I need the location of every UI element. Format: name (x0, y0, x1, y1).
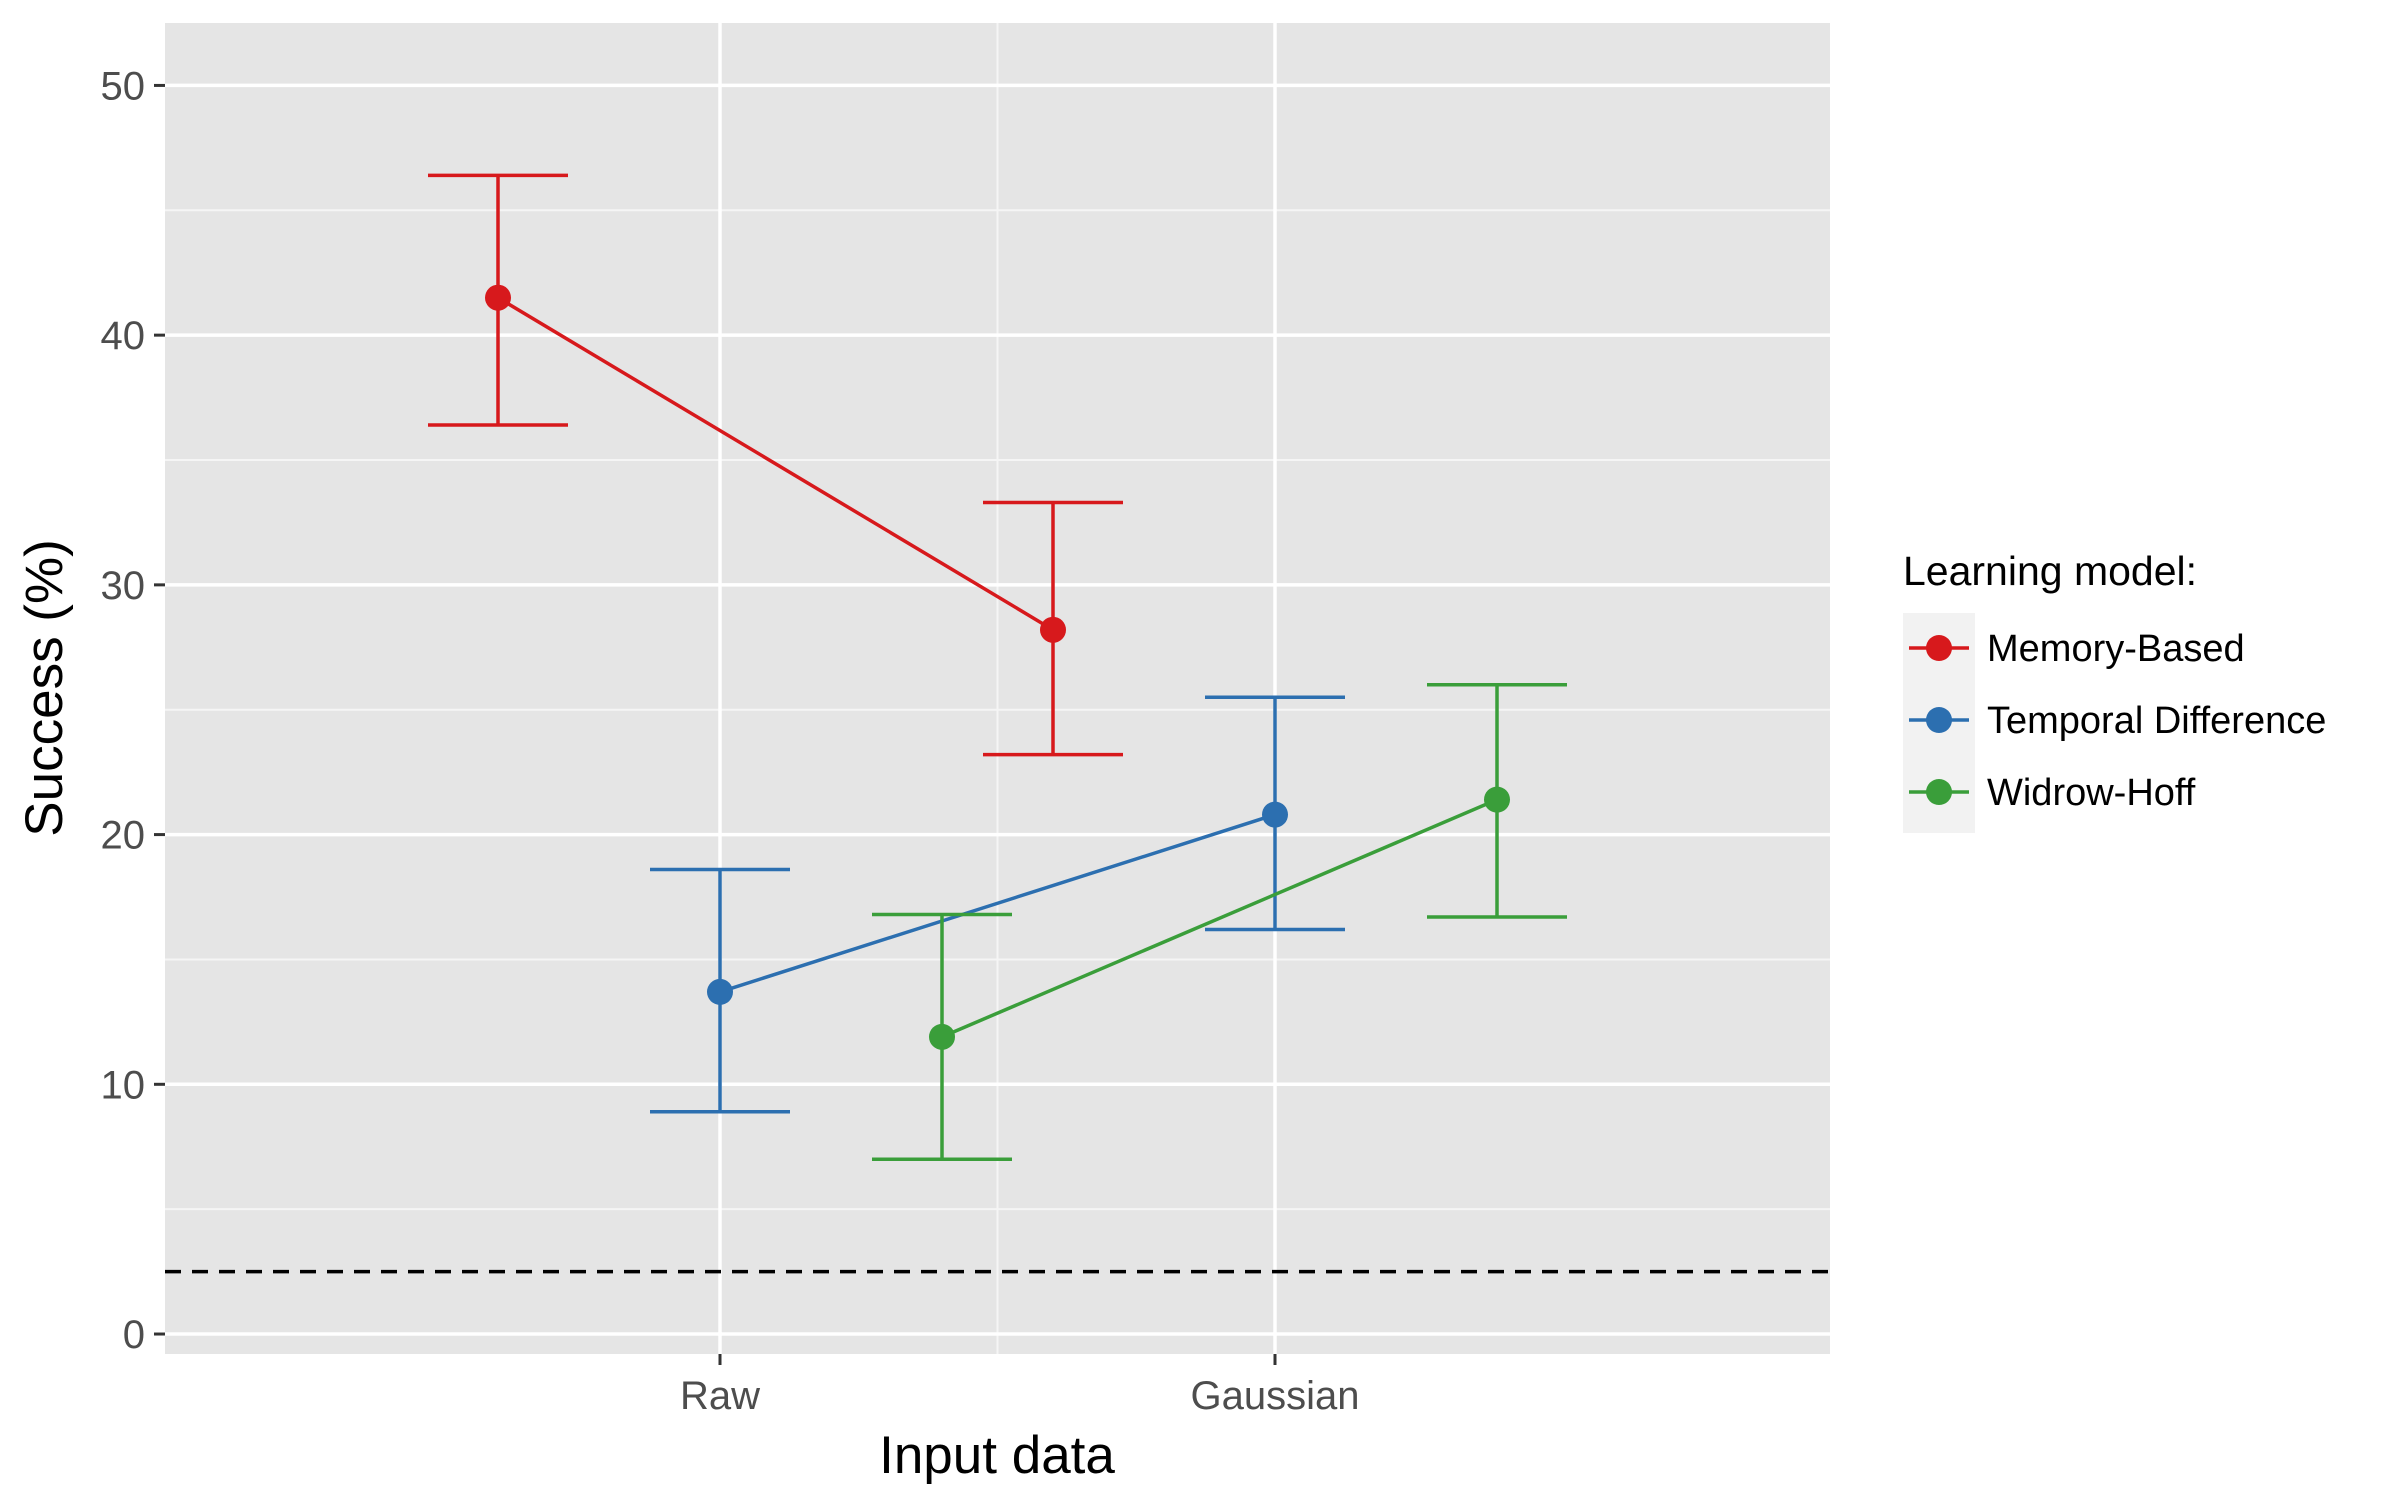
series-temporal-difference (650, 695, 1345, 1114)
grid-layer (165, 23, 1830, 1354)
legend-title: Learning model: (1903, 548, 2197, 594)
legend-key-point (1926, 779, 1952, 805)
legend-label: Temporal Difference (1987, 700, 2326, 742)
data-point (707, 978, 733, 1005)
x-tick-label: Raw (680, 1374, 760, 1418)
legend-item: Temporal Difference (1909, 700, 2326, 742)
data-point (1040, 616, 1066, 643)
y-tick-label: 40 (101, 314, 146, 358)
legend-key-point (1926, 707, 1952, 733)
y-tick-label: 10 (101, 1063, 146, 1107)
series-layer (428, 173, 1567, 1161)
axis-layer: 0 10 20 30 40 50 Raw Gaussian (101, 64, 1360, 1418)
legend-label: Widrow-Hoff (1987, 772, 2196, 814)
data-point (929, 1023, 955, 1050)
legend-key-point (1926, 635, 1952, 661)
legend-item: Widrow-Hoff (1909, 772, 2196, 814)
x-tick-label: Gaussian (1191, 1374, 1360, 1418)
y-tick-label: 50 (101, 64, 146, 108)
series-widrow-hoff (872, 683, 1567, 1161)
series-line (497, 296, 1054, 632)
data-point (1262, 801, 1288, 828)
series-line (941, 798, 1498, 1039)
legend: Learning model: Memory-Based Temporal Dif… (1903, 548, 2326, 833)
series-line (719, 812, 1276, 994)
y-axis-title: Success (%) (15, 539, 74, 836)
data-point (485, 284, 511, 311)
y-tick-label: 0 (123, 1313, 145, 1357)
data-point (1484, 786, 1510, 813)
legend-label: Memory-Based (1987, 628, 2245, 670)
x-axis-title: Input data (879, 1426, 1115, 1485)
y-tick-label: 30 (101, 564, 146, 608)
series-memory-based (428, 173, 1123, 757)
legend-items: Memory-Based Temporal Difference Widrow-Ho… (1909, 628, 2326, 814)
y-tick-label: 20 (101, 814, 146, 858)
legend-item: Memory-Based (1909, 628, 2245, 670)
